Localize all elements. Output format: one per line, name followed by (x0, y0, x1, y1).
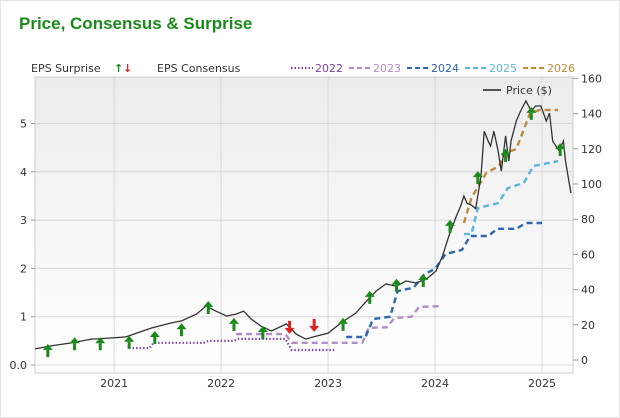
surprise-up-arrow-icon (95, 337, 106, 351)
arrow-head (364, 290, 375, 297)
right-tick-label: 160 (581, 72, 602, 85)
arrow-head (309, 325, 320, 332)
left-tick-label: 3 (20, 214, 27, 227)
surprise-up-arrow-icon (418, 273, 429, 287)
right-tick-label: 100 (581, 178, 602, 191)
surprise-up-arrow-icon (149, 330, 160, 344)
arrow-shaft (341, 323, 345, 331)
arrow-shaft (368, 296, 372, 304)
x-tick-label: 2023 (314, 377, 342, 390)
left-tick-label: 5 (20, 118, 27, 131)
legend-2022: 2022 (315, 62, 343, 75)
arrow-head (526, 106, 537, 113)
arrow-shaft (206, 307, 210, 315)
left-tick-label: 2 (20, 262, 27, 275)
arrow-head (228, 317, 239, 324)
legend-price: Price ($) (506, 84, 552, 97)
left-tick-label: 4 (20, 166, 27, 179)
arrow-head (391, 278, 402, 285)
chart-title: Price, Consensus & Surprise (19, 14, 253, 33)
arrow-head (95, 337, 106, 344)
arrow-head (42, 343, 53, 350)
legend-2025: 2025 (489, 62, 517, 75)
arrow-shaft (476, 177, 480, 185)
arrow-shaft (180, 329, 184, 337)
price-line (34, 99, 572, 350)
arrow-shaft (153, 336, 157, 344)
right-tick-label: 20 (581, 319, 595, 332)
arrow-head (257, 326, 268, 333)
plot-area (34, 76, 574, 374)
arrow-shaft (232, 323, 236, 331)
surprise-up-arrow-icon (338, 317, 349, 331)
surprise-up-arrow-icon (500, 148, 511, 162)
arrow-head (203, 301, 214, 308)
surprise-up-arrow-icon (124, 335, 135, 349)
arrow-shaft (558, 149, 562, 157)
surprise-up-arrow-icon (203, 301, 214, 315)
x-tick-label: 2021 (100, 377, 128, 390)
legend-2026: 2026 (547, 62, 575, 75)
arrow-shaft (46, 349, 50, 357)
surprise-up-arrow-icon (228, 317, 239, 331)
arrow-head (124, 335, 135, 342)
arrow-shaft (127, 341, 131, 349)
left-tick-label: 1 (20, 311, 27, 324)
arrow-shaft (395, 284, 399, 292)
right-tick-label: 140 (581, 108, 602, 121)
arrow-shaft (312, 318, 316, 326)
right-tick-label: 40 (581, 284, 595, 297)
right-tick-label: 80 (581, 213, 595, 226)
legend-2024: 2024 (431, 62, 459, 75)
arrow-head (472, 171, 483, 178)
arrow-shaft (288, 320, 292, 328)
surprise-up-arrow-icon (391, 278, 402, 292)
surprise-up-arrow-icon (69, 337, 80, 351)
arrow-head (500, 148, 511, 155)
x-tick-label: 2024 (421, 377, 449, 390)
arrow-head (555, 143, 566, 150)
arrow-shaft (98, 343, 102, 351)
right-tick-label: 0 (581, 354, 588, 367)
consensus-line-2023 (236, 304, 441, 344)
x-tick-label: 2025 (528, 377, 556, 390)
arrow-shaft (73, 343, 77, 351)
surprise-up-arrow-icon (364, 290, 375, 304)
x-tick-label: 2022 (207, 377, 235, 390)
right-tick-label: 120 (581, 143, 602, 156)
legend-eps-consensus: EPS Consensus (157, 62, 241, 75)
surprise-up-arrow-icon (42, 343, 53, 357)
right-tick-label: 60 (581, 248, 595, 261)
arrow-head (284, 327, 295, 334)
legend-up-arrow-icon: ↑ (114, 62, 123, 75)
arrow-head (418, 273, 429, 280)
surprise-up-arrow-icon (257, 326, 268, 340)
surprise-up-arrow-icon (526, 106, 537, 120)
arrow-head (149, 330, 160, 337)
arrow-head (69, 337, 80, 344)
surprise-up-arrow-icon (444, 219, 455, 233)
surprise-up-arrow-icon (555, 143, 566, 157)
arrow-head (176, 323, 187, 330)
surprise-down-arrow-icon (284, 320, 295, 334)
consensus-line-2022 (129, 337, 335, 352)
arrow-shaft (261, 332, 265, 340)
arrow-head (444, 219, 455, 226)
arrow-head (338, 317, 349, 324)
legend-down-arrow-icon: ↓ (123, 62, 132, 75)
consensus-line-2025 (463, 160, 559, 236)
arrow-shaft (504, 154, 508, 162)
arrow-shaft (421, 279, 425, 287)
legend-eps-surprise: EPS Surprise (31, 62, 101, 75)
legend-2023: 2023 (373, 62, 401, 75)
surprise-up-arrow-icon (472, 171, 483, 185)
surprise-down-arrow-icon (309, 318, 320, 332)
arrow-shaft (448, 225, 452, 233)
surprise-up-arrow-icon (176, 323, 187, 337)
arrow-shaft (529, 112, 533, 120)
left-tick-label: 0.0 (10, 359, 28, 372)
